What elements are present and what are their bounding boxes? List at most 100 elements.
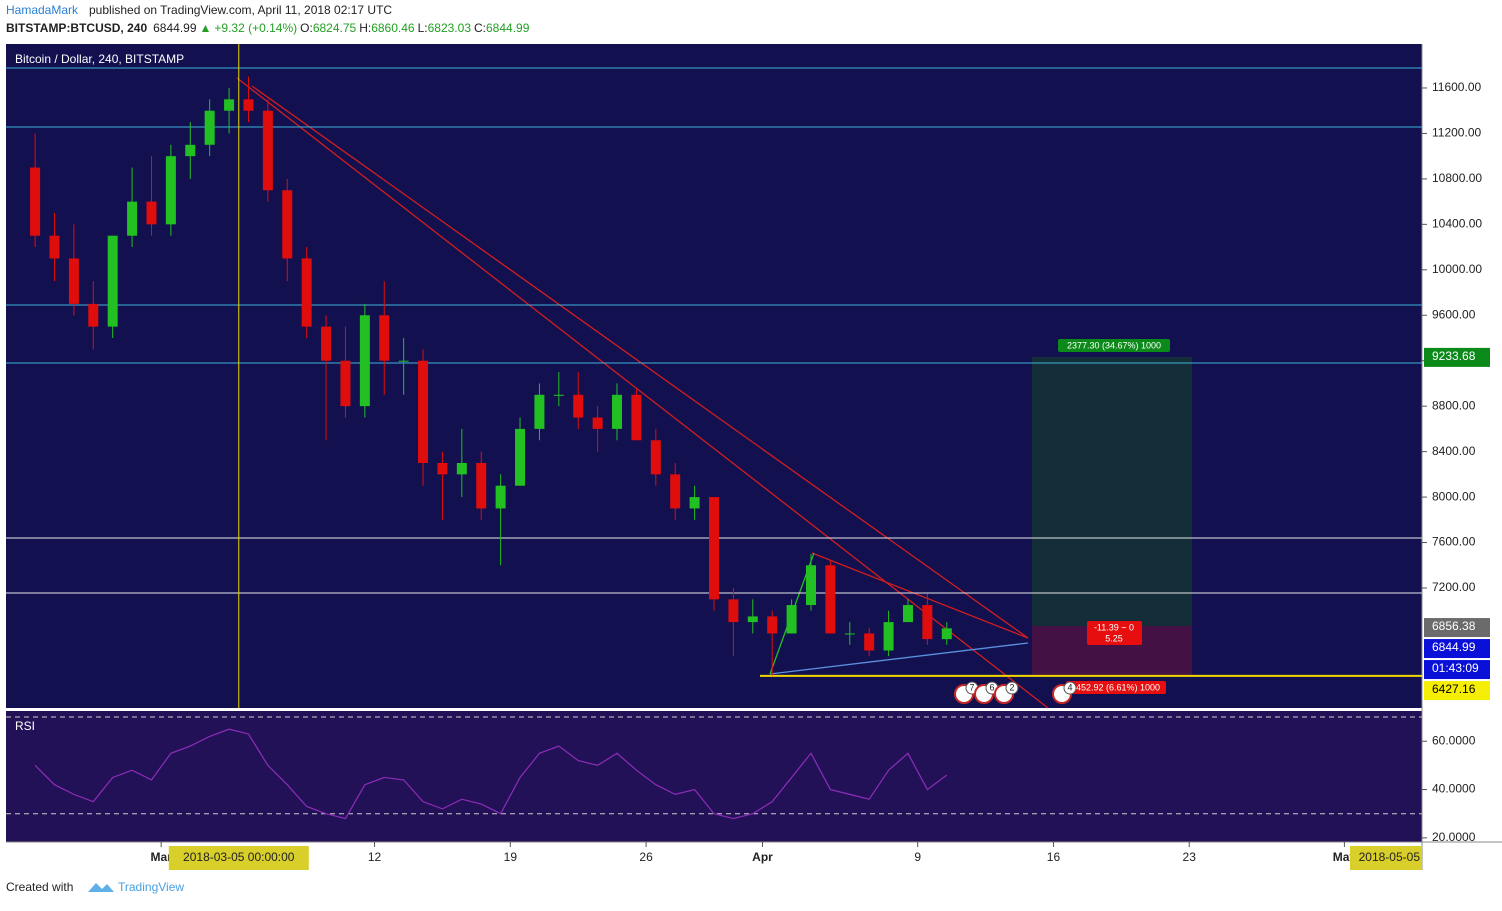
candle-body bbox=[922, 605, 933, 640]
published: published on TradingView.com, April 11, … bbox=[89, 3, 392, 17]
candle-body bbox=[49, 235, 60, 259]
candle-body bbox=[650, 440, 661, 475]
candle-body bbox=[418, 360, 429, 463]
price-label-box bbox=[1424, 618, 1490, 638]
candle-body bbox=[301, 258, 312, 327]
x-tick-label: Apr bbox=[752, 850, 773, 864]
candle-body bbox=[805, 565, 816, 606]
ohlc-key: O: bbox=[300, 21, 313, 35]
ohlc-key: H: bbox=[359, 21, 371, 35]
candle-body bbox=[282, 190, 293, 259]
candle-body bbox=[612, 394, 623, 429]
logo bbox=[88, 883, 114, 892]
y-tick-label: 9600.00 bbox=[1432, 307, 1476, 321]
candle-body bbox=[767, 616, 778, 634]
candle-body bbox=[127, 201, 138, 236]
target-box bbox=[1058, 339, 1170, 352]
candle-body bbox=[592, 417, 603, 429]
candle-body bbox=[165, 156, 176, 225]
end-box bbox=[1350, 846, 1422, 870]
candle-body bbox=[224, 99, 235, 111]
price-label: 6427.16 bbox=[1432, 682, 1476, 696]
y-tick-label: 60.0000 bbox=[1432, 733, 1476, 747]
ohlc-value: 6823.03 bbox=[428, 21, 472, 35]
crosshair-label: 2018-03-05 00:00:00 bbox=[183, 850, 295, 864]
candle-body bbox=[398, 360, 409, 362]
change-arrow: ▲ bbox=[200, 21, 212, 35]
price-label-box bbox=[1424, 639, 1490, 659]
countdown: 01:43:09 bbox=[1432, 661, 1479, 675]
x-tick-label: Mar bbox=[151, 850, 173, 864]
price-label: 6856.38 bbox=[1432, 619, 1476, 633]
x-tick-label: 26 bbox=[639, 850, 653, 864]
stop-box bbox=[1066, 681, 1166, 694]
candle-body bbox=[68, 258, 79, 304]
y-tick-label: 40.0000 bbox=[1432, 782, 1476, 796]
events: 7 6 2 4 bbox=[954, 681, 1077, 704]
mid-box bbox=[1087, 621, 1142, 645]
symbol: BITSTAMP:BTCUSD, 240 bbox=[6, 21, 147, 35]
mid-label: -11.39 ~ 0 bbox=[1094, 622, 1134, 632]
candle-body bbox=[825, 565, 836, 634]
candle-body bbox=[941, 628, 952, 640]
price-label-box bbox=[1424, 681, 1490, 701]
event-count: 4 bbox=[1067, 682, 1072, 692]
candle-body bbox=[204, 110, 215, 145]
candle-body bbox=[553, 394, 564, 396]
candle-body bbox=[262, 110, 273, 191]
candle-body bbox=[379, 315, 390, 361]
x-tick-label: 16 bbox=[1047, 850, 1061, 864]
event-badge bbox=[1005, 681, 1019, 695]
candle-body bbox=[670, 474, 681, 509]
candle-body bbox=[747, 616, 758, 623]
target-label: 2377.30 (34.67%) 1000 bbox=[1067, 340, 1161, 350]
price-label-box bbox=[1424, 347, 1490, 367]
chart-title: Bitcoin / Dollar, 240, BITSTAMP bbox=[15, 52, 184, 66]
last-price: 6844.99 bbox=[153, 21, 197, 35]
event-badge bbox=[1063, 681, 1077, 695]
candle-body bbox=[709, 497, 719, 600]
target-zone bbox=[1032, 357, 1192, 626]
footer-brand[interactable]: TradingView bbox=[118, 880, 184, 894]
trend-line bbox=[769, 642, 1029, 675]
y-tick-label: 7200.00 bbox=[1432, 580, 1476, 594]
candle-body bbox=[864, 633, 875, 651]
x-tick-label: 19 bbox=[504, 850, 518, 864]
candle-body bbox=[456, 462, 467, 475]
event-count: 6 bbox=[989, 682, 994, 692]
mid-label: 5.25 bbox=[1105, 633, 1123, 643]
ohlc-key: L: bbox=[418, 21, 428, 35]
candle-body bbox=[88, 303, 99, 327]
candle-body bbox=[107, 235, 118, 327]
rsi-pane bbox=[6, 711, 1422, 842]
price-label: 9233.68 bbox=[1432, 349, 1476, 363]
y-tick-label: 7600.00 bbox=[1432, 535, 1476, 549]
candle-body bbox=[437, 462, 448, 475]
price-label: 6844.99 bbox=[1432, 640, 1476, 654]
crosshair-box bbox=[168, 846, 309, 870]
author[interactable]: HamadaMark bbox=[6, 3, 79, 17]
y-tick-label: 8800.00 bbox=[1432, 398, 1476, 412]
candle-body bbox=[883, 622, 894, 651]
x-tick-label: 9 bbox=[914, 850, 921, 864]
candle-body bbox=[573, 394, 584, 418]
y-tick-label: 8400.00 bbox=[1432, 444, 1476, 458]
candle-body bbox=[534, 394, 545, 429]
trend-line bbox=[251, 85, 1029, 639]
event-count: 7 bbox=[969, 682, 974, 692]
x-tick-label: 12 bbox=[368, 850, 382, 864]
stop-label: 452.92 (6.61%) 1000 bbox=[1076, 682, 1160, 692]
y-tick-label: 10800.00 bbox=[1432, 171, 1482, 185]
y-tick-label: 11200.00 bbox=[1432, 126, 1481, 140]
event-count: 2 bbox=[1009, 682, 1014, 692]
candle-body bbox=[243, 99, 254, 111]
candle-body bbox=[321, 326, 332, 361]
candle-body bbox=[786, 605, 797, 634]
candle-body bbox=[728, 599, 739, 623]
candle-body bbox=[359, 315, 370, 407]
ohlc-key: C: bbox=[474, 21, 486, 35]
trend-line bbox=[236, 77, 1049, 709]
y-tick-label: 10400.00 bbox=[1432, 217, 1482, 231]
end-label: 2018-05-05 bbox=[1359, 850, 1421, 864]
